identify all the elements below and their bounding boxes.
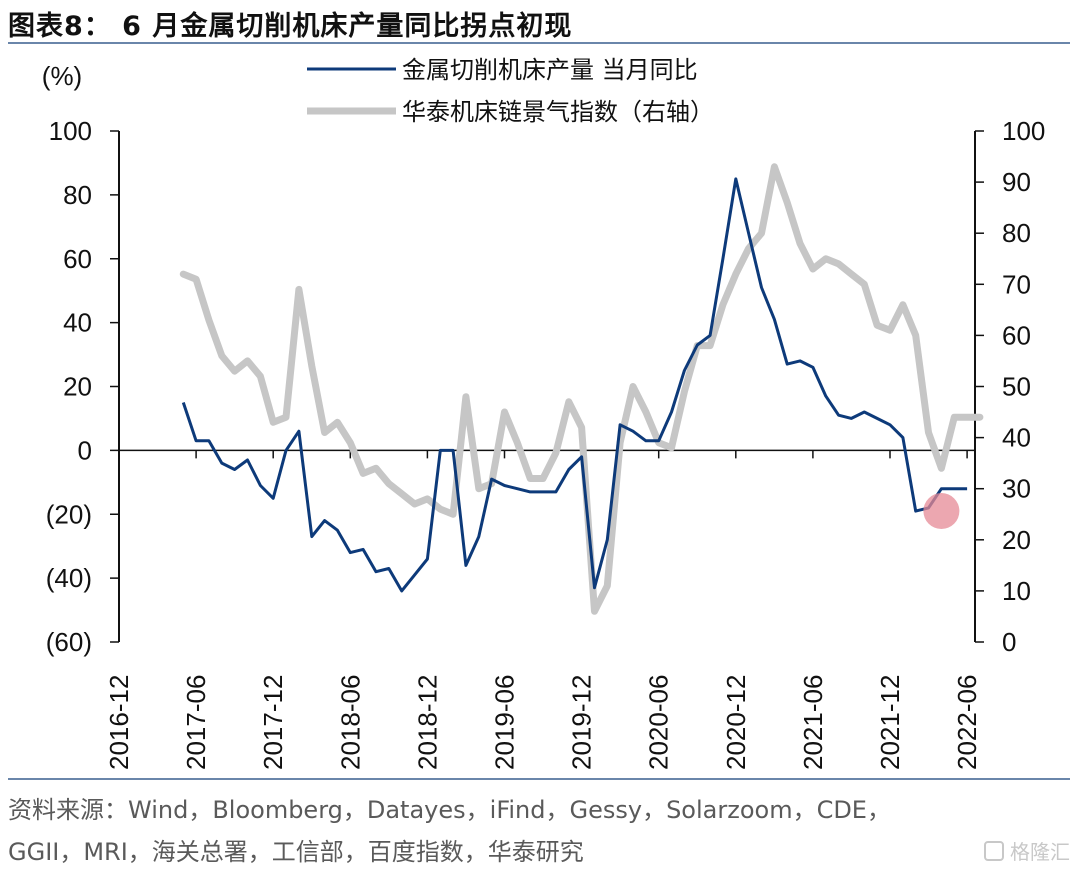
left-axis-tick-label: 20 bbox=[63, 372, 92, 402]
series-line-output-yoy bbox=[181, 177, 968, 593]
left-axis-tick-label: (20) bbox=[46, 499, 92, 529]
left-axis-tick-label: 60 bbox=[63, 244, 92, 274]
left-axis-tick-label: 40 bbox=[63, 308, 92, 338]
chart-canvas: 100806040200(20)(40)(60)(%)1009080706050… bbox=[42, 56, 1046, 770]
right-axis-tick-label: 70 bbox=[1002, 269, 1031, 299]
chart-title: 图表8： 6 月金属切削机床产量同比拐点初现 bbox=[8, 11, 573, 42]
x-axis-tick-label: 2020-12 bbox=[721, 675, 751, 770]
legend-label-output-yoy: 金属切削机床产量 当月同比 bbox=[402, 56, 698, 84]
x-axis-tick-label: 2017-06 bbox=[181, 675, 211, 770]
right-axis-tick-label: 0 bbox=[1002, 627, 1016, 657]
header-divider bbox=[8, 42, 1070, 44]
turning-point-highlight bbox=[923, 493, 960, 530]
x-axis-tick-label: 2019-06 bbox=[490, 675, 520, 770]
watermark-text: 格隆汇 bbox=[1010, 840, 1070, 864]
left-axis-tick-label: 100 bbox=[49, 116, 92, 146]
source-note-line-2: GGII，MRI，海关总署，工信部，百度指数，华泰研究 bbox=[8, 838, 584, 866]
right-axis-tick-label: 90 bbox=[1002, 167, 1031, 197]
x-axis-tick-label: 2022-06 bbox=[952, 675, 982, 770]
x-axis-tick-label: 2021-06 bbox=[798, 675, 828, 770]
gelonghui-logo-icon bbox=[984, 840, 1004, 861]
legend-label-boom-index: 华泰机床链景气指数（右轴） bbox=[402, 98, 714, 126]
right-axis-tick-label: 50 bbox=[1002, 372, 1031, 402]
right-axis-tick-label: 30 bbox=[1002, 474, 1031, 504]
source-note-line-1: 资料来源：Wind，Bloomberg，Datayes，iFind，Gessy，… bbox=[8, 796, 891, 824]
right-axis-tick-label: 10 bbox=[1002, 576, 1031, 606]
right-axis-tick-label: 60 bbox=[1002, 320, 1031, 350]
left-axis-tick-label: (60) bbox=[46, 627, 92, 657]
x-axis-tick-label: 2021-12 bbox=[875, 675, 905, 770]
left-axis-tick-label: 80 bbox=[63, 180, 92, 210]
x-axis-tick-label: 2016-12 bbox=[104, 675, 134, 770]
left-axis-tick-label: 0 bbox=[78, 435, 92, 465]
x-axis-tick-label: 2018-12 bbox=[412, 675, 442, 770]
x-axis-tick-label: 2020-06 bbox=[644, 675, 674, 770]
right-axis-tick-label: 80 bbox=[1002, 218, 1031, 248]
watermark: 格隆汇 bbox=[984, 836, 1070, 865]
footer-divider bbox=[8, 778, 1070, 780]
right-axis-tick-label: 40 bbox=[1002, 423, 1031, 453]
series-line-boom-index bbox=[179, 163, 984, 615]
x-axis-tick-label: 2019-12 bbox=[567, 675, 597, 770]
left-axis-unit: (%) bbox=[42, 61, 82, 91]
x-axis-tick-label: 2017-12 bbox=[258, 675, 288, 770]
x-axis-tick-label: 2018-06 bbox=[335, 675, 365, 770]
left-axis-tick-label: (40) bbox=[46, 563, 92, 593]
right-axis-tick-label: 100 bbox=[1002, 116, 1045, 146]
right-axis-tick-label: 20 bbox=[1002, 525, 1031, 555]
